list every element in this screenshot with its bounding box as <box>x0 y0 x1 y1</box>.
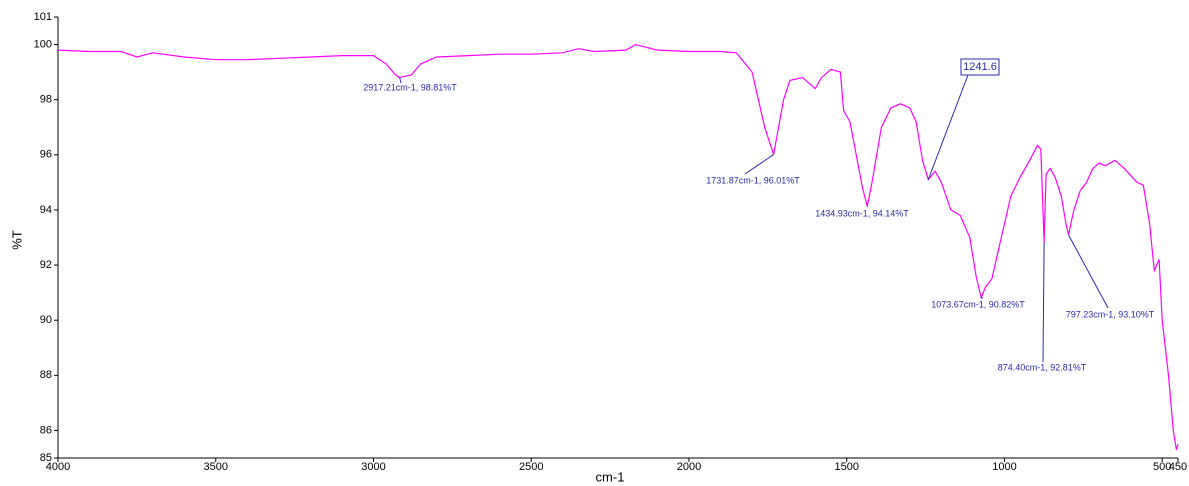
x-tick-label: 1500 <box>834 461 858 473</box>
y-tick-label: 96 <box>40 149 52 161</box>
annotation-label: 2917.21cm-1, 98.81%T <box>363 82 457 92</box>
y-tick-label: 88 <box>40 369 52 381</box>
annotation-label: 1434.93cm-1, 94.14%T <box>815 208 909 218</box>
x-tick-label: 500 <box>1153 461 1171 473</box>
annotation-leader <box>744 154 774 175</box>
x-tick-label: 450 <box>1169 461 1187 473</box>
x-tick-label: 2500 <box>519 461 543 473</box>
annotation-label: 1073.67cm-1, 90.82%T <box>931 299 1025 309</box>
y-tick-label: 92 <box>40 259 52 271</box>
spectrum-line <box>57 43 1179 450</box>
x-tick-label: 4000 <box>46 461 70 473</box>
annotation-label: 874.40cm-1, 92.81%T <box>998 362 1087 372</box>
x-tick-label: 3500 <box>204 461 228 473</box>
annotation-label: 1731.87cm-1, 96.01%T <box>706 175 800 185</box>
y-tick-label: 90 <box>40 314 52 326</box>
y-tick-label: 94 <box>40 204 52 216</box>
x-axis-label: cm-1 <box>596 469 625 484</box>
annotation-label: 1241.6 <box>963 61 997 73</box>
annotation-box <box>960 58 1000 76</box>
annotation-leader <box>927 74 969 180</box>
x-tick-label: 3000 <box>361 461 385 473</box>
x-tick-label: 2000 <box>677 461 701 473</box>
y-tick-label: 100 <box>34 38 52 50</box>
y-tick-label: 98 <box>40 94 52 106</box>
y-axis-label: %T <box>9 230 24 250</box>
y-tick-label: 101 <box>34 11 52 23</box>
y-tick-label: 85 <box>40 452 52 464</box>
annotation-leader <box>399 77 402 84</box>
annotation-leader <box>1068 234 1109 309</box>
x-tick-label: 1000 <box>992 461 1016 473</box>
y-tick-label: 86 <box>40 424 52 436</box>
annotation-leader <box>1042 242 1045 363</box>
annotation-label: 797.23cm-1, 93.10%T <box>1066 309 1155 319</box>
